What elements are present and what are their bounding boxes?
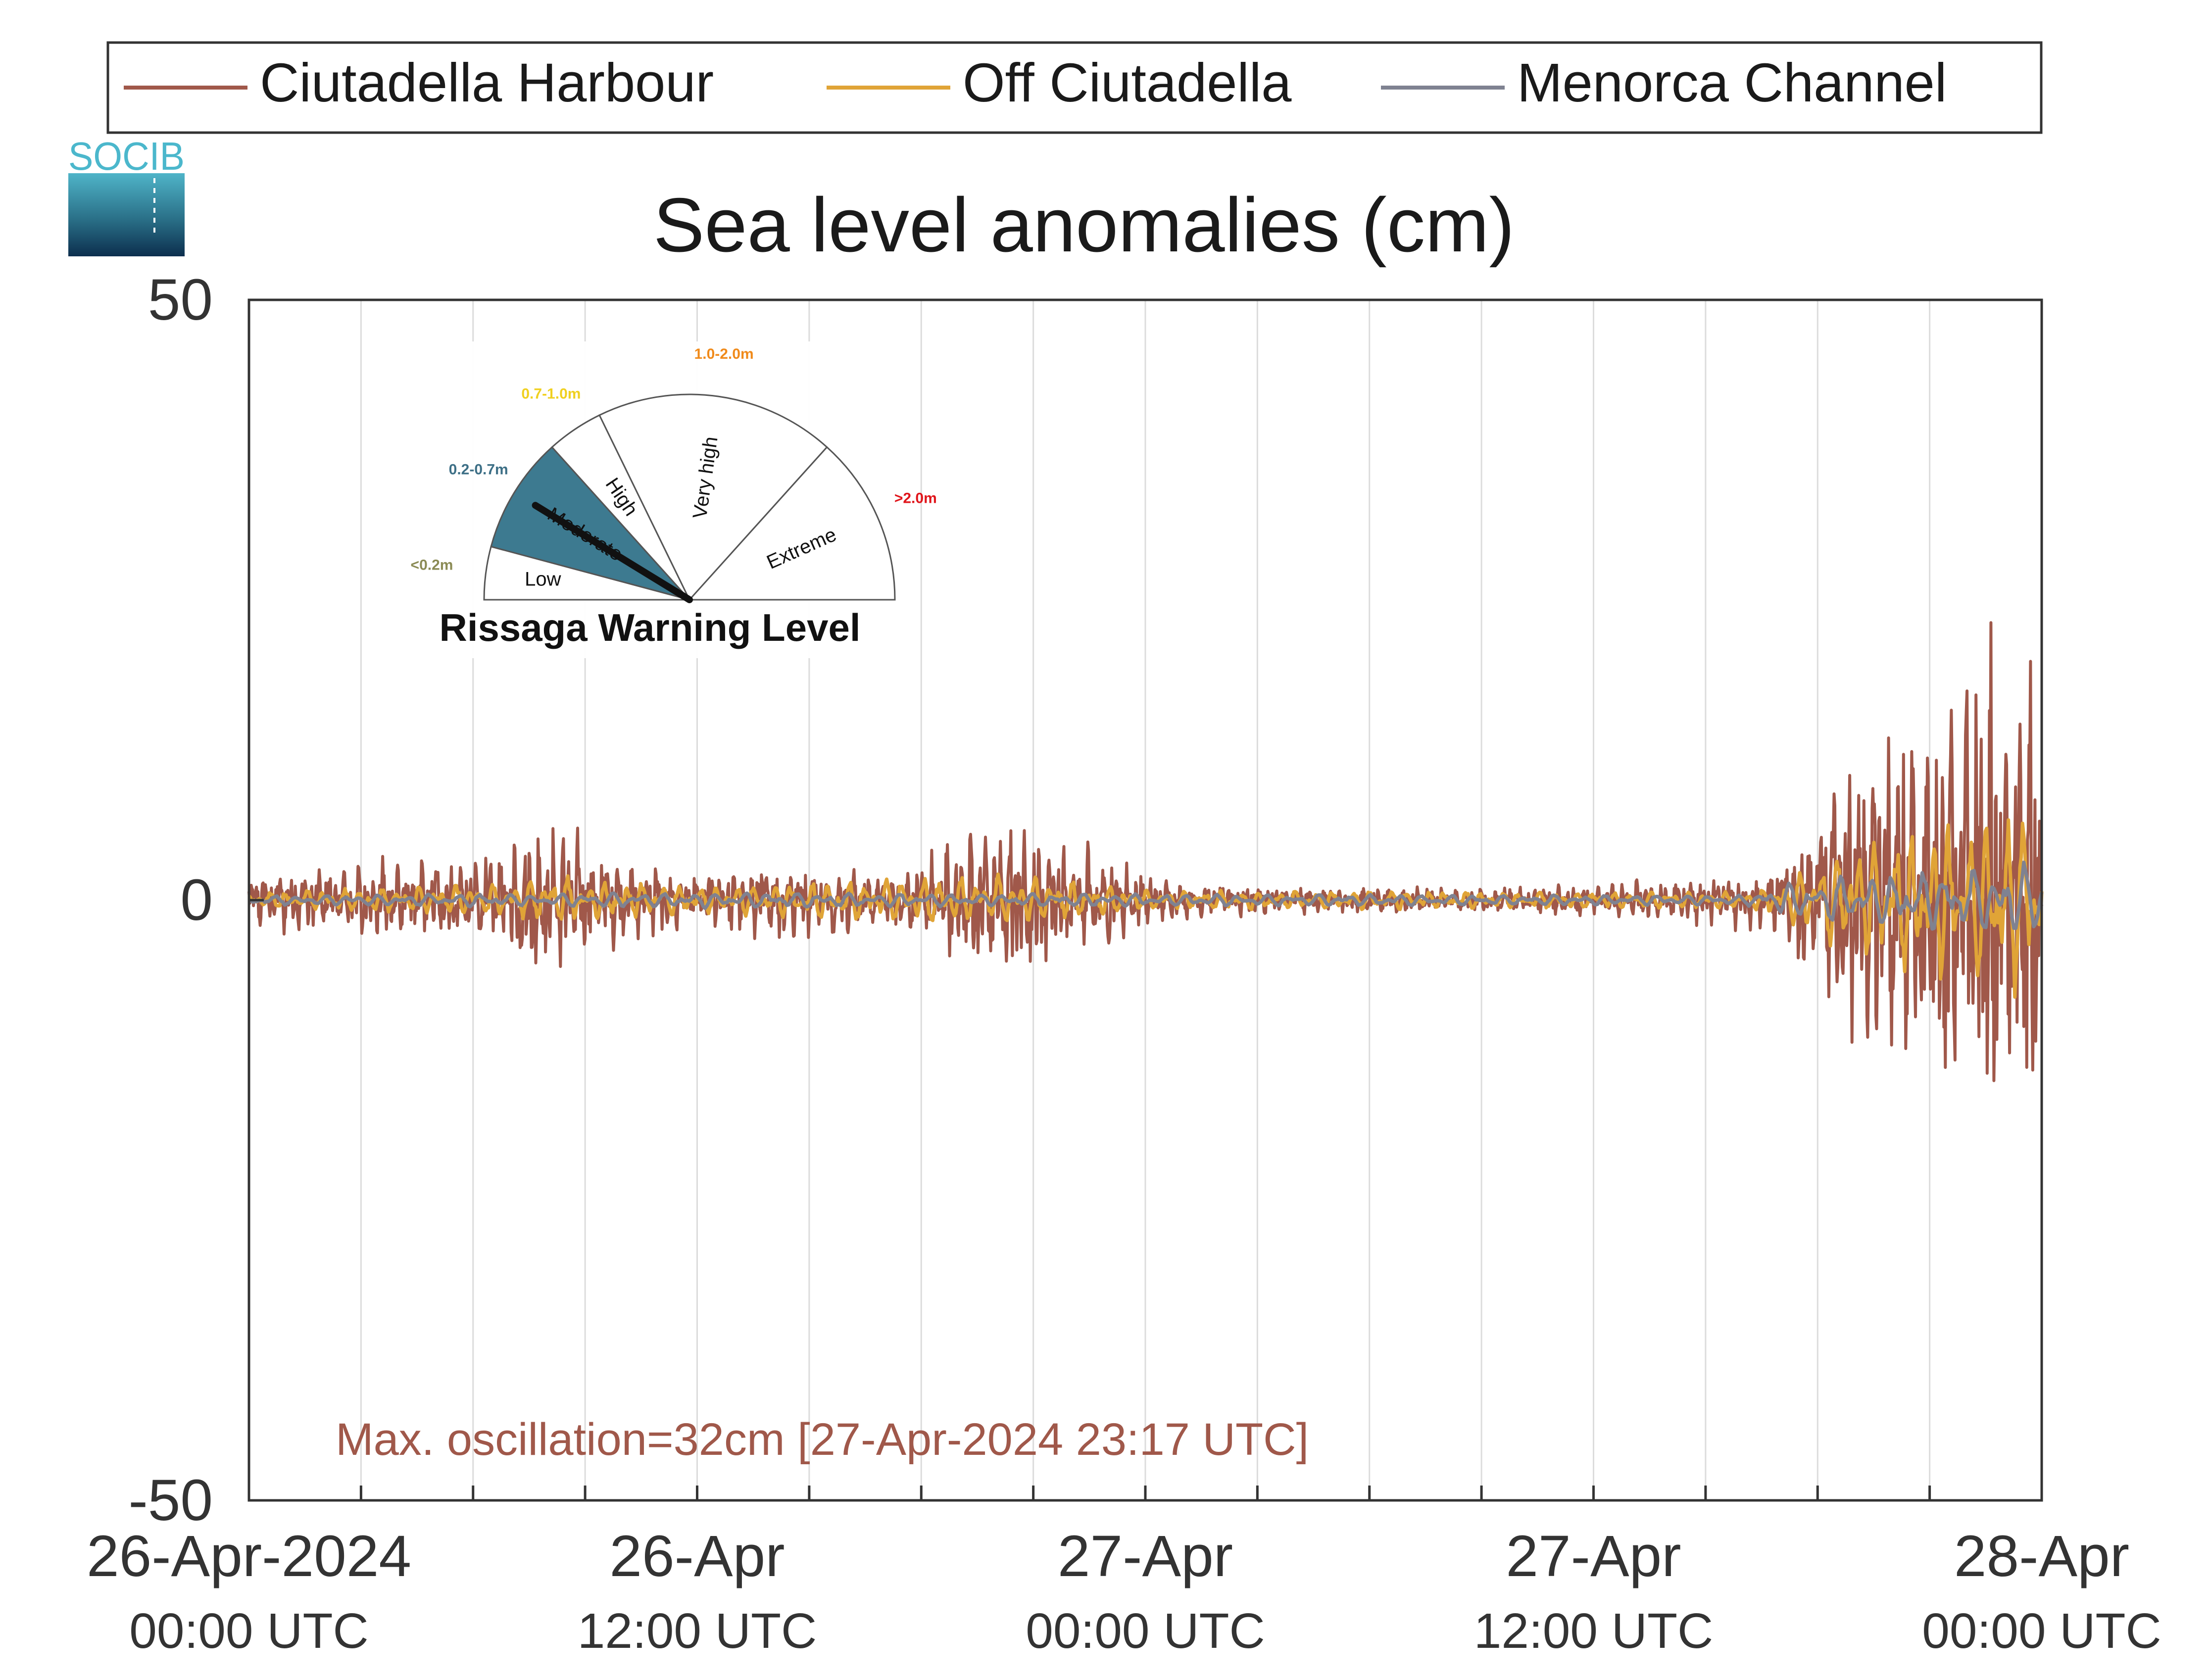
axis-ticks: 26-Apr-2024 00:00 UTC 26-Apr 12:00 UTC 27-Ap… bbox=[87, 267, 2161, 1659]
gauge-range-label: >2.0m bbox=[894, 490, 937, 507]
gauge-needle bbox=[532, 502, 693, 603]
gauge-range-label: 0.7-1.0m bbox=[521, 385, 581, 402]
gauge-sector-moderate bbox=[490, 446, 692, 601]
gauge-sector-very-high bbox=[598, 393, 828, 601]
legend-label-menorca-channel: Menorca Channel bbox=[1517, 52, 1947, 113]
max-oscillation-annotation: Max. oscillation=32cm [27-Apr-2024 23:17… bbox=[336, 1414, 1309, 1465]
x-tick-label-date: 26-Apr bbox=[609, 1524, 785, 1589]
series-group bbox=[247, 621, 2044, 1082]
series-line-menorca-channel bbox=[248, 861, 2044, 931]
legend-label-off-ciutadella: Off Ciutadella bbox=[963, 52, 1292, 113]
x-tick-label-time: 00:00 UTC bbox=[1922, 1603, 2161, 1659]
socib-logo-emblem bbox=[68, 173, 185, 256]
gauge-sector-extreme bbox=[687, 446, 896, 601]
x-tick-label-date: 27-Apr bbox=[1506, 1524, 1681, 1589]
x-tick-label-date: 27-Apr bbox=[1058, 1524, 1233, 1589]
y-tick-label: -50 bbox=[128, 1468, 213, 1533]
gauge-level-label: Low bbox=[525, 569, 561, 590]
x-tick-label-date: 26-Apr-2024 bbox=[87, 1524, 411, 1589]
x-tick-label-time: 12:00 UTC bbox=[1474, 1603, 1714, 1659]
socib-logo: SOCIB bbox=[68, 134, 185, 256]
rissaga-gauge: Low<0.2mModerate0.2-0.7mHigh0.7-1.0mVery… bbox=[401, 341, 937, 658]
y-tick-label: 50 bbox=[148, 267, 213, 333]
gauge-title: Rissaga Warning Level bbox=[439, 606, 860, 649]
x-tick-label-time: 12:00 UTC bbox=[578, 1603, 817, 1659]
socib-logo-text: SOCIB bbox=[68, 134, 185, 178]
legend-box bbox=[106, 41, 2043, 134]
gauge-range-label: 0.2-0.7m bbox=[449, 462, 508, 478]
gauge-range-label: 1.0-2.0m bbox=[694, 346, 754, 362]
x-tick-label-date: 28-Apr bbox=[1954, 1524, 2129, 1589]
x-tick-label-time: 00:00 UTC bbox=[129, 1603, 369, 1659]
legend-label-ciutadella-harbour: Ciutadella Harbour bbox=[260, 52, 714, 113]
legend: Ciutadella Harbour Off Ciutadella Menorc… bbox=[106, 41, 2043, 134]
chart-title: Sea level anomalies (cm) bbox=[653, 182, 1515, 268]
x-tick-label-time: 00:00 UTC bbox=[1026, 1603, 1265, 1659]
y-tick-label: 0 bbox=[180, 867, 213, 933]
gauge-range-label: <0.2m bbox=[411, 557, 453, 573]
